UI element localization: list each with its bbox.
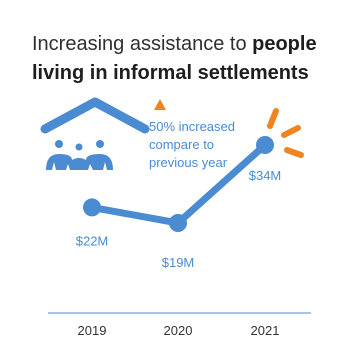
series-layer bbox=[83, 136, 274, 232]
data-point-2021 bbox=[256, 136, 274, 154]
value-label-2019: $22M bbox=[76, 233, 109, 248]
x-tick-label-2020: 2020 bbox=[164, 323, 193, 338]
sparkle-burst-icon bbox=[267, 108, 304, 158]
house-family-icon bbox=[40, 97, 150, 170]
x-tick-label-2019: 2019 bbox=[78, 323, 107, 338]
label-layer: $22M 2019 $19M 2020 $34M 2021 bbox=[76, 168, 282, 338]
x-tick-label-2021: 2021 bbox=[251, 323, 280, 338]
title-lead: Increasing assistance to bbox=[32, 33, 253, 55]
value-label-2021: $34M bbox=[249, 168, 282, 183]
chart-title: Increasing assistance to people living i… bbox=[32, 30, 332, 88]
triangle-up-icon bbox=[154, 99, 166, 110]
title-emphasis: people living in informal settlements bbox=[32, 33, 317, 84]
annotation-text: 50% increased compare to previous year bbox=[149, 119, 239, 170]
data-point-2020 bbox=[169, 214, 187, 232]
annotation-line-2: compare to bbox=[149, 137, 214, 152]
annotation-line-1: 50% increased bbox=[149, 119, 235, 134]
data-point-2019 bbox=[83, 198, 101, 217]
annotation-line-3: previous year bbox=[149, 155, 228, 170]
value-label-2020: $19M bbox=[162, 255, 195, 270]
